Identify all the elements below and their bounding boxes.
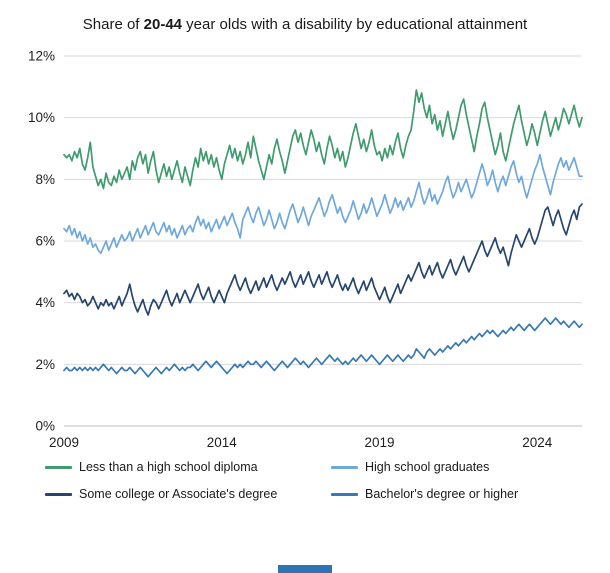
chart-legend: Less than a high school diploma High sch… <box>45 460 565 501</box>
x-axis-tick-label: 2009 <box>49 435 79 450</box>
x-axis-tick-label: 2019 <box>365 435 395 450</box>
legend-item-some-college: Some college or Associate's degree <box>45 487 331 501</box>
legend-label: Less than a high school diploma <box>79 460 258 475</box>
y-axis-tick-label: 6% <box>35 234 55 249</box>
x-axis-tick-label: 2014 <box>207 435 238 450</box>
legend-line-swatch <box>331 493 358 496</box>
y-axis-tick-label: 12% <box>28 49 55 64</box>
legend-label: Bachelor's degree or higher <box>365 487 519 502</box>
chart-title: Share of 20-44 year olds with a disabili… <box>66 13 544 36</box>
y-axis-tick-label: 10% <box>28 110 55 125</box>
series-line-3 <box>63 317 583 378</box>
legend-label: High school graduates <box>365 460 490 475</box>
legend-line-swatch <box>45 493 72 496</box>
legend-line-swatch <box>45 466 72 469</box>
y-axis-tick-label: 2% <box>35 357 55 372</box>
chart-title-prefix: Share of <box>82 16 144 33</box>
legend-label: Some college or Associate's degree <box>79 487 278 502</box>
y-axis-tick-label: 4% <box>35 295 55 310</box>
y-axis-tick-label: 0% <box>35 419 55 434</box>
legend-item-less-than-high-school: Less than a high school diploma <box>45 460 331 474</box>
y-axis-tick-label: 8% <box>35 172 55 187</box>
legend-line-swatch <box>331 466 358 469</box>
legend-item-bachelors-or-higher: Bachelor's degree or higher <box>331 487 565 501</box>
legend-item-high-school-graduates: High school graduates <box>331 460 565 474</box>
x-axis-tick-label: 2024 <box>522 435 553 450</box>
line-chart: 0% 2% 4% 6% 8% 10% 12% 2009 2014 2019 2024 <box>28 49 583 450</box>
chart-title-age-range: 20-44 <box>143 16 183 33</box>
bottom-blue-strip <box>278 565 332 573</box>
chart-title-suffix: year olds with a disability by education… <box>182 16 528 33</box>
series-line-1 <box>63 154 583 255</box>
series-line-0 <box>63 89 583 190</box>
series-line-2 <box>63 203 583 317</box>
